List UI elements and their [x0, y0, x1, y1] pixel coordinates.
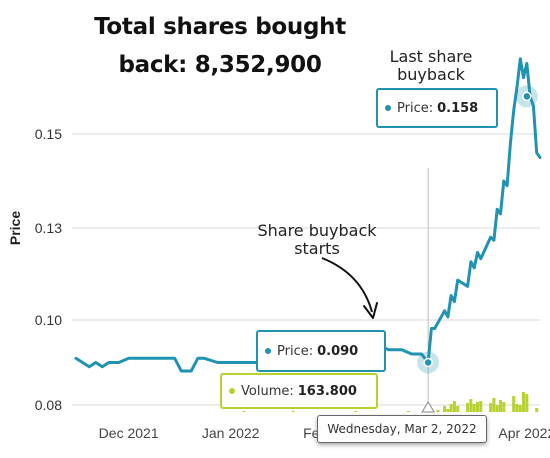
- price-tooltip-top-label: Price:: [397, 100, 434, 116]
- price-tooltip-top: Price: 0.158: [376, 88, 498, 128]
- y-tick-label: 0.08: [35, 397, 62, 413]
- price-tooltip-mid: Price: 0.090: [256, 330, 386, 372]
- volume-bar: [472, 404, 476, 412]
- buyback-start-line-1: Share buyback: [257, 221, 377, 240]
- volume-bar: [495, 405, 499, 412]
- volume-tooltip-label: Volume:: [241, 383, 294, 399]
- volume-dot-icon: [229, 388, 235, 394]
- volume-tooltip-value: 163.800: [297, 383, 357, 399]
- volume-bar: [469, 399, 473, 412]
- volume-bar: [466, 403, 470, 412]
- volume-bar: [512, 396, 516, 412]
- price-tooltip-mid-value: 0.090: [317, 343, 359, 359]
- volume-tooltip: Volume: 163.800: [220, 373, 378, 409]
- price-marker-top: [522, 91, 532, 102]
- volume-bar: [443, 406, 447, 412]
- headline-line-1: Total shares bought: [94, 14, 346, 40]
- volume-bar: [452, 401, 456, 412]
- volume-bar: [354, 411, 358, 412]
- annotation-arrowhead: [363, 302, 378, 319]
- price-line: [74, 57, 542, 373]
- y-tick-label: 0.15: [35, 126, 62, 142]
- y-tick-label: 0.10: [35, 312, 62, 328]
- volume-bar: [456, 406, 460, 412]
- volume-bar: [492, 398, 496, 412]
- x-tick-label: Dec 2021: [99, 425, 159, 441]
- last-buyback-line-1: Last share: [389, 47, 473, 66]
- annotation-arrow: [321, 257, 373, 313]
- y-tick-label: 0.13: [35, 220, 62, 236]
- volume-bar: [502, 402, 506, 412]
- volume-bar: [515, 404, 519, 412]
- volume-bar: [518, 405, 522, 412]
- price-dot-icon: [385, 105, 391, 111]
- price-tooltip-top-value: 0.158: [437, 100, 479, 116]
- volume-bar: [475, 402, 479, 412]
- x-tick-label: Apr 2022: [498, 425, 550, 441]
- volume-bar: [535, 408, 539, 412]
- price-tooltip-mid-label: Price:: [277, 343, 314, 359]
- buyback-start-line-2: starts: [294, 239, 340, 258]
- x-tick-label: Jan 2022: [202, 425, 260, 441]
- volume-bar: [499, 400, 503, 412]
- volume-bar: [449, 404, 453, 412]
- volume-marker: [421, 401, 435, 413]
- y-axis-label: Price: [7, 211, 23, 245]
- volume-bar: [489, 403, 493, 412]
- last-buyback-annotation: Last share buyback: [372, 48, 490, 84]
- headline: Total shares bought back: 8,352,900: [0, 8, 440, 84]
- volume-bar: [291, 411, 295, 412]
- volume-bar: [522, 392, 526, 412]
- date-tooltip: Wednesday, Mar 2, 2022: [317, 415, 487, 443]
- volume-bar: [525, 394, 529, 412]
- buyback-start-annotation: Share buyback starts: [232, 222, 402, 258]
- volume-bar: [479, 401, 483, 412]
- volume-bar: [446, 409, 450, 412]
- price-marker-mid: [423, 357, 433, 368]
- volume-bar: [436, 410, 440, 412]
- volume-bar: [242, 411, 246, 412]
- volume-bar: [406, 411, 410, 412]
- headline-line-2: back: 8,352,900: [118, 52, 322, 78]
- last-buyback-line-2: buyback: [397, 65, 465, 84]
- price-dot-icon: [265, 348, 271, 354]
